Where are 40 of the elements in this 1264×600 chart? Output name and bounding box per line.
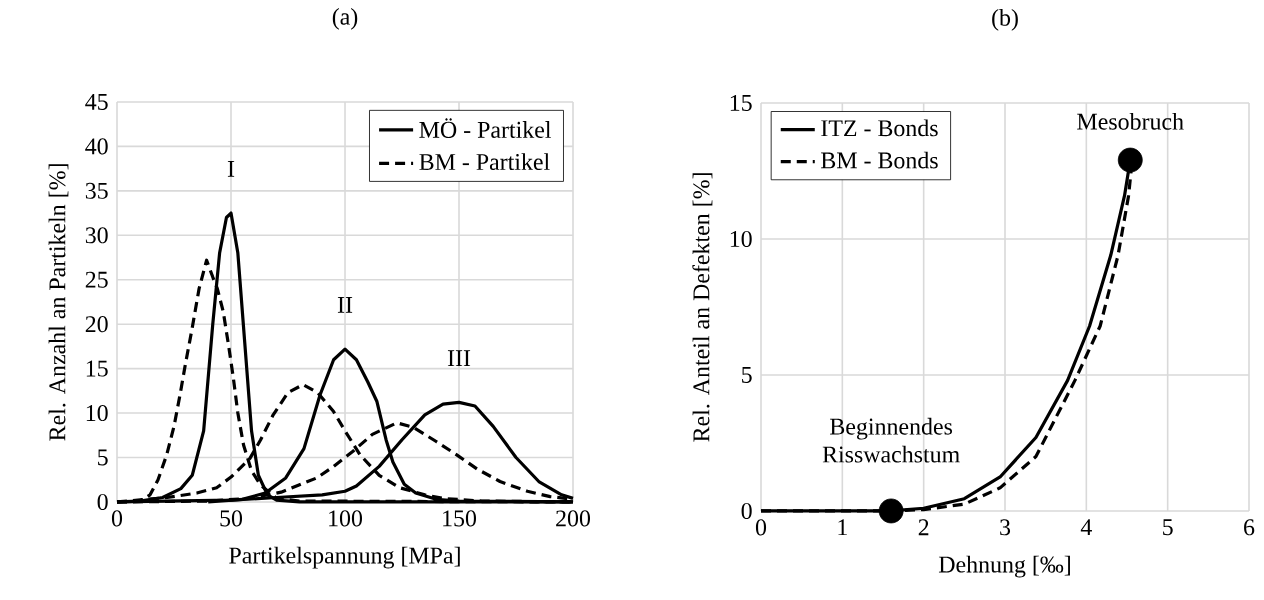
x-tick-label: 0	[755, 519, 767, 536]
x-tick-label: 4	[1080, 519, 1092, 536]
y-tick-label: 25	[85, 271, 108, 288]
x-tick-label: 5	[1163, 519, 1173, 536]
x-tick-label: 50	[220, 510, 243, 527]
y-tick-label: 40	[85, 138, 108, 155]
y-tick-label: 5	[98, 449, 108, 466]
y-axis-title: Rel. Anzahl an Partikeln [%]	[48, 164, 69, 441]
legend-label: ITZ - Bonds	[821, 119, 938, 137]
x-tick-label: 1	[838, 519, 847, 536]
y-tick-label: 20	[85, 316, 108, 333]
legend-label: BM - Bonds	[821, 151, 938, 169]
y-tick-label: 0	[97, 493, 108, 511]
y-tick-label: 5	[742, 367, 752, 383]
y-tick-label: 15	[86, 360, 108, 377]
chart-title: (b)	[992, 8, 1018, 31]
y-axis-title: Rel. Anteil an Defekten [%]	[692, 173, 713, 442]
x-tick-label: 100	[329, 510, 363, 527]
y-tick-label: 10	[86, 405, 108, 422]
x-tick-label: 200	[556, 510, 591, 527]
x-tick-label: 0	[111, 510, 123, 527]
annotation: II	[337, 297, 353, 313]
legend-label: BM - Partikel	[419, 153, 550, 171]
x-tick-label: 6	[1244, 519, 1255, 536]
y-tick-label: 10	[730, 230, 752, 248]
x-tick-label: 3	[1000, 519, 1011, 536]
y-tick-label: 15	[730, 94, 752, 111]
annotation: I	[227, 161, 235, 177]
annotation: Beginnendes Risswachstum	[822, 417, 960, 463]
annotation: III	[447, 350, 471, 367]
x-axis-title: Partikelspannung [MPa]	[229, 546, 460, 569]
chart-title: (a)	[332, 7, 358, 30]
y-tick-label: 35	[85, 182, 108, 199]
y-tick-label: 30	[85, 227, 108, 244]
annotation: Mesobruch	[1077, 112, 1184, 130]
x-tick-label: 150	[443, 510, 477, 527]
y-tick-label: 45	[85, 93, 108, 110]
x-axis-title: Dehnung [‰]	[938, 555, 1070, 578]
legend-label: MÖ - Partikel	[419, 118, 552, 138]
x-tick-label: 2	[918, 519, 929, 536]
